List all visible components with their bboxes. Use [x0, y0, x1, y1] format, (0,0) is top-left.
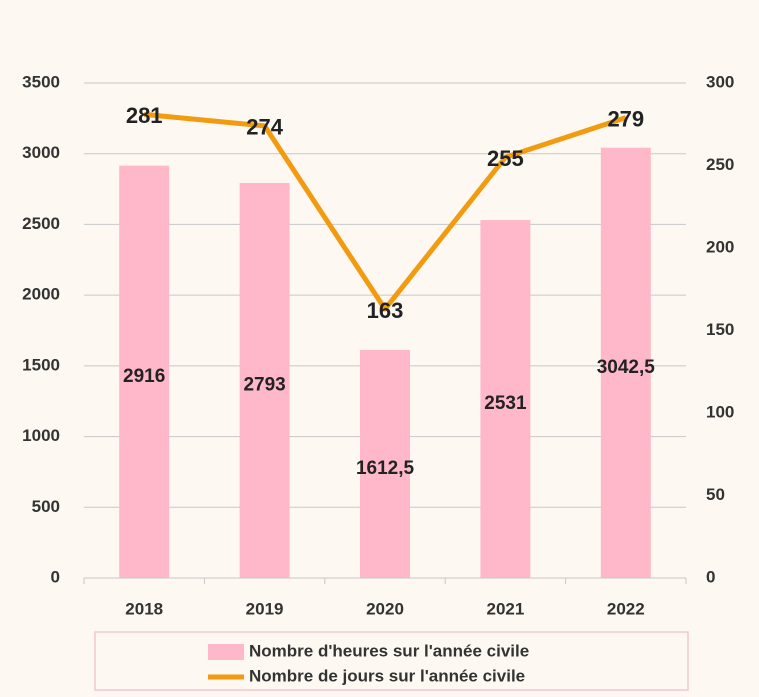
bar [360, 349, 410, 578]
bar [600, 147, 651, 579]
x-tick-label: 2018 [125, 599, 163, 618]
legend-label: Nombre d'heures sur l'année civile [249, 641, 529, 660]
data-label: 1612,5 [356, 458, 415, 479]
data-label: 274 [246, 115, 283, 140]
x-tick-label: 2021 [486, 599, 524, 618]
y-tick-label: 3500 [22, 72, 60, 91]
y-tick-label: 500 [32, 497, 60, 516]
bar [480, 220, 531, 578]
data-label: 279 [607, 106, 644, 131]
y2-tick-label: 100 [706, 402, 734, 421]
data-label: 2531 [484, 393, 527, 414]
y2-tick-label: 150 [706, 320, 734, 339]
bar [119, 165, 170, 578]
legend-label: Nombre de jours sur l'année civile [249, 666, 525, 685]
y-tick-label: 3000 [22, 143, 60, 162]
data-label: 2916 [123, 366, 165, 387]
data-label: 281 [126, 103, 163, 128]
x-tick-label: 2020 [366, 599, 404, 618]
data-label: 2793 [243, 375, 285, 396]
legend-swatch [208, 644, 244, 660]
bar [239, 182, 290, 579]
y2-tick-label: 300 [706, 72, 734, 91]
y-tick-label: 2500 [22, 214, 60, 233]
y-tick-label: 1000 [22, 426, 60, 445]
y2-tick-label: 50 [706, 485, 725, 504]
legend-box [94, 631, 689, 691]
data-label: 255 [487, 146, 524, 171]
y2-tick-label: 250 [706, 155, 734, 174]
x-tick-label: 2019 [246, 599, 284, 618]
y-tick-label: 0 [51, 567, 60, 586]
x-tick-label: 2022 [607, 599, 645, 618]
y2-tick-label: 0 [706, 567, 715, 586]
y2-tick-label: 200 [706, 237, 734, 256]
data-label: 163 [367, 298, 404, 323]
line [143, 111, 627, 312]
y-tick-label: 2000 [22, 285, 60, 304]
y-tick-label: 1500 [22, 355, 60, 374]
data-label: 3042,5 [597, 357, 656, 378]
